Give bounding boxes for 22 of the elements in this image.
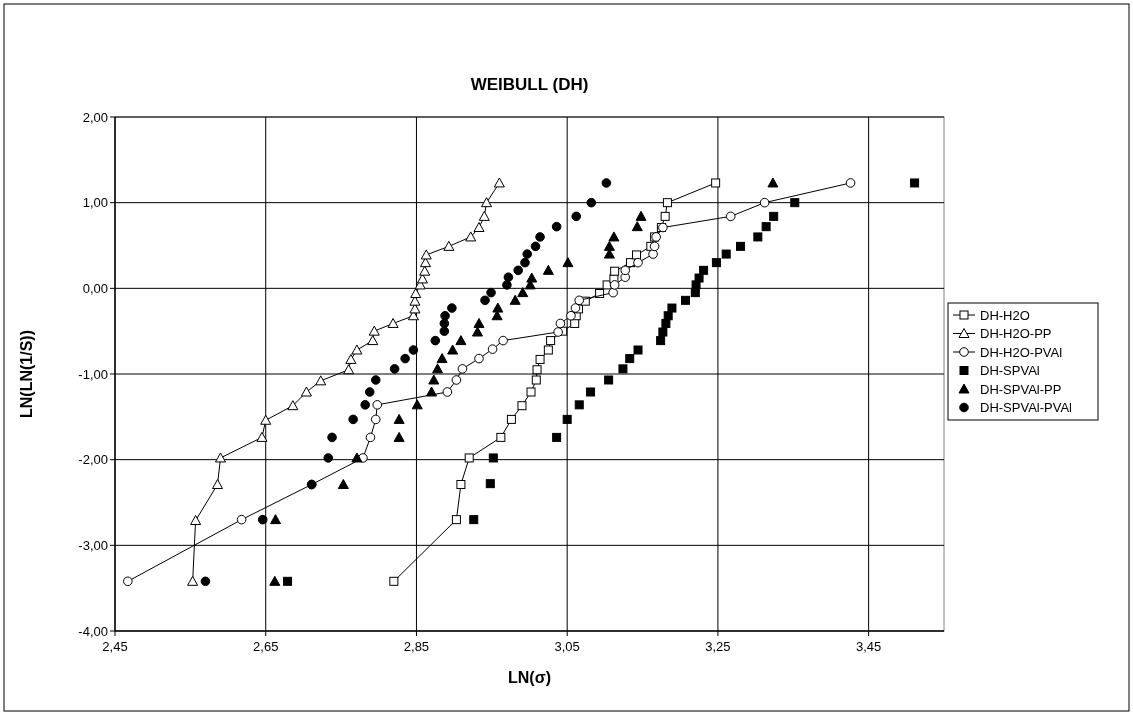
legend-label: DH-SPVAl-PVAl xyxy=(980,400,1073,416)
legend-label: DH-H2O-PP xyxy=(980,326,1052,342)
x-axis-title: LN(σ) xyxy=(508,669,551,686)
x-tick-label: 3,25 xyxy=(705,639,731,654)
y-tick-label: 1,00 xyxy=(82,195,108,211)
legend-label: DH-H2O-PVAl xyxy=(980,344,1063,360)
y-tick-label: 2,00 xyxy=(82,109,108,125)
chart-title: WEIBULL (DH) xyxy=(470,75,589,94)
x-tick-label: 2,85 xyxy=(403,639,430,654)
y-tick-label: -4,00 xyxy=(78,623,108,639)
legend-label: DH-H2O xyxy=(980,307,1030,323)
x-tick-label: 2,45 xyxy=(102,639,128,654)
y-tick-label: 0,00 xyxy=(82,280,108,296)
y-tick-label: -2,00 xyxy=(78,452,108,468)
legend-label: DH-SPVAl xyxy=(980,363,1040,379)
x-tick-label: 3,05 xyxy=(554,639,580,654)
y-tick-label: -3,00 xyxy=(78,537,108,553)
x-tick-label: 2,65 xyxy=(253,639,279,654)
y-tick-label: -1,00 xyxy=(78,366,108,382)
legend-label: DH-SPVAl-PP xyxy=(980,381,1062,397)
x-tick-label: 3,45 xyxy=(855,639,882,654)
y-axis-title: LN(LN(1/S)) xyxy=(18,330,35,418)
